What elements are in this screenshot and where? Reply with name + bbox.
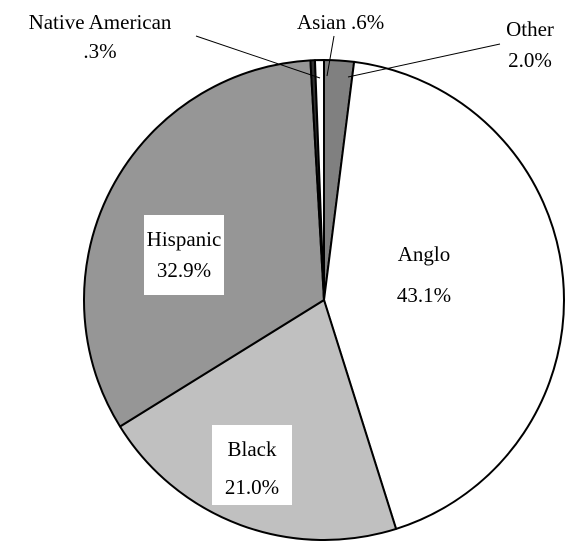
label-bg-black	[212, 425, 292, 505]
label-black: Black	[228, 437, 277, 461]
label-hispanic: Hispanic	[147, 227, 222, 251]
pie-slice-black	[119, 299, 398, 541]
value-anglo: 43.1%	[397, 283, 451, 307]
label-bg-native-american	[6, 4, 194, 66]
leader-line-other	[347, 43, 501, 78]
label-anglo: Anglo	[398, 242, 451, 266]
label-native-american: Native American	[29, 10, 172, 34]
pie-slice-asian	[313, 58, 325, 301]
value-hispanic: 32.9%	[157, 258, 211, 282]
label-bg-hispanic	[144, 215, 224, 295]
label-other: Other	[506, 17, 554, 41]
label-asian: Asian	[297, 10, 346, 34]
value-native-american: .3%	[83, 39, 116, 63]
value-other: 2.0%	[508, 48, 552, 72]
value-black: 21.0%	[225, 475, 279, 499]
value-asian: .6%	[351, 10, 384, 34]
pie-slices	[83, 58, 565, 541]
pie-slice-anglo	[323, 60, 565, 530]
label-bg-asian	[298, 4, 392, 32]
leader-line-asian	[326, 35, 335, 77]
leader-line-native-american	[195, 35, 321, 79]
